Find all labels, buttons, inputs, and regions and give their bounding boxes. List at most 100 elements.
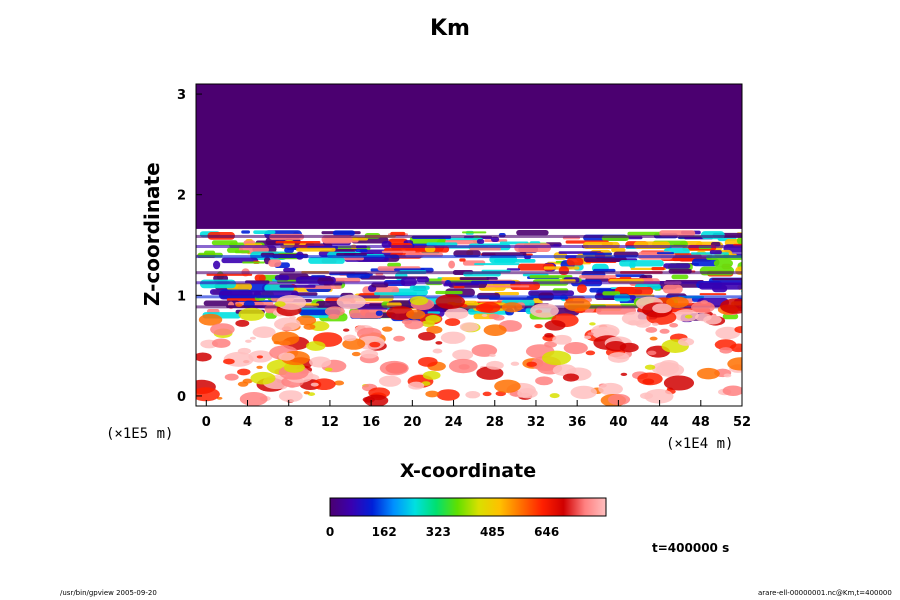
field-lower-blob [544, 332, 554, 338]
field-lower-blob [452, 349, 474, 360]
field-lower-blob [274, 301, 286, 307]
field-lower-blob [278, 390, 303, 403]
x-tick-label: 12 [321, 415, 339, 430]
field-band-blob [453, 286, 465, 289]
field-band-blob [491, 236, 500, 242]
field-lower-blob [719, 298, 742, 314]
field-lower-blob [432, 348, 443, 354]
colorbar-tick-label: 323 [426, 525, 451, 539]
field-band-blob [284, 247, 294, 254]
field-lower-blob [486, 360, 504, 370]
field-band-blob [566, 257, 584, 266]
x-tick-label: 16 [362, 415, 380, 430]
x-tick-label: 4 [243, 415, 252, 430]
field-band-blob [663, 263, 691, 269]
field-band-blob [577, 284, 587, 293]
field-lower-blob [256, 355, 264, 359]
field-band-blob [213, 260, 221, 270]
field-lower-blob [422, 370, 441, 380]
field-band-blob [699, 293, 727, 296]
field-band-blob [602, 291, 621, 296]
field-lower-blob [249, 336, 256, 340]
field-lower-blob [334, 380, 345, 386]
field-lower-blob [644, 364, 656, 370]
field-lower-blob [644, 389, 674, 404]
field-band-blob [698, 282, 742, 290]
field-lower-blob [409, 296, 429, 306]
field-lower-blob [237, 368, 251, 376]
field-band-blob [582, 252, 613, 256]
field-band-blob [296, 247, 336, 252]
field-lower-blob [562, 373, 580, 382]
field-lower-blob [309, 356, 332, 368]
field-band-blob [331, 248, 357, 252]
colorbar-ticks: 0 162 323 485 646 [326, 525, 559, 539]
field-lower-blob [418, 331, 436, 341]
field-lower-blob [417, 356, 438, 367]
field-lower-blob [628, 320, 639, 326]
field-lower-blob [637, 372, 663, 386]
field-band-blob [381, 250, 416, 253]
field-lower-blob [378, 375, 402, 387]
field-lower-blob [198, 313, 223, 326]
field-band-blob [253, 230, 276, 234]
field-lower-blob [645, 326, 658, 333]
field-lower-blob [552, 334, 572, 345]
field-lower-blob [722, 385, 742, 396]
field-band-blob [595, 306, 637, 315]
field-band-blob [435, 290, 463, 295]
field-band-blob [692, 258, 720, 267]
field-band-line [196, 234, 742, 238]
field-band-blob [234, 250, 250, 254]
field-band-blob [579, 275, 617, 279]
field-lower-blob [343, 328, 350, 332]
field-lower-blob [734, 325, 742, 334]
field-band-blob [476, 239, 485, 244]
field-lower-blob [425, 390, 439, 398]
field-lower-blob [652, 322, 659, 326]
y-tick-label: 2 [177, 189, 186, 204]
y-tick-label: 0 [177, 390, 186, 405]
field-lower-blob [481, 313, 488, 317]
field-lower-blob [696, 367, 720, 380]
field-lower-blob [620, 372, 628, 377]
field-lower-blob [652, 303, 672, 314]
field-lower-blob [289, 315, 296, 320]
field-lower-blob [309, 321, 330, 332]
field-lower-blob [425, 315, 442, 323]
field-lower-blob [482, 391, 492, 397]
field-lower-blob [211, 338, 231, 348]
field-lower-blob [607, 352, 630, 363]
field-lower-blob [483, 324, 507, 336]
field-lower-blob [563, 298, 591, 312]
field-band-blob [461, 231, 487, 234]
field-band-blob [713, 259, 734, 267]
field-lower-blob [342, 338, 366, 350]
x-tick-label: 20 [403, 415, 421, 430]
field-lower-blob [381, 326, 393, 332]
field-band-blob [409, 285, 430, 290]
field-lower-blob [669, 323, 679, 328]
field-band-blob [737, 284, 742, 290]
field-lower-blob [435, 341, 443, 345]
x-tick-label: 48 [692, 415, 710, 430]
field-lower-blob [379, 360, 409, 376]
field-lower-blob [274, 317, 301, 331]
field-lower-blob [647, 350, 657, 356]
footer-left: /usr/bin/gpview 2005-09-20 [60, 589, 157, 597]
field-lower-blob [583, 335, 592, 340]
field-lower-blob [715, 326, 741, 340]
colorbar [329, 497, 607, 517]
field-lower-blob [510, 361, 520, 366]
field-band-blob [375, 310, 383, 316]
field-lower-blob [534, 324, 543, 329]
x-tick-label: 36 [568, 415, 586, 430]
field-band-blob [279, 284, 316, 288]
field-lower-blob [719, 347, 733, 354]
field-band-blob [615, 274, 645, 278]
field-lower-blob [324, 367, 333, 372]
field-lower-blob [224, 373, 239, 381]
field-lower-blob [459, 322, 479, 332]
field-lower-blob [659, 328, 670, 334]
field-band-blob [241, 230, 250, 234]
